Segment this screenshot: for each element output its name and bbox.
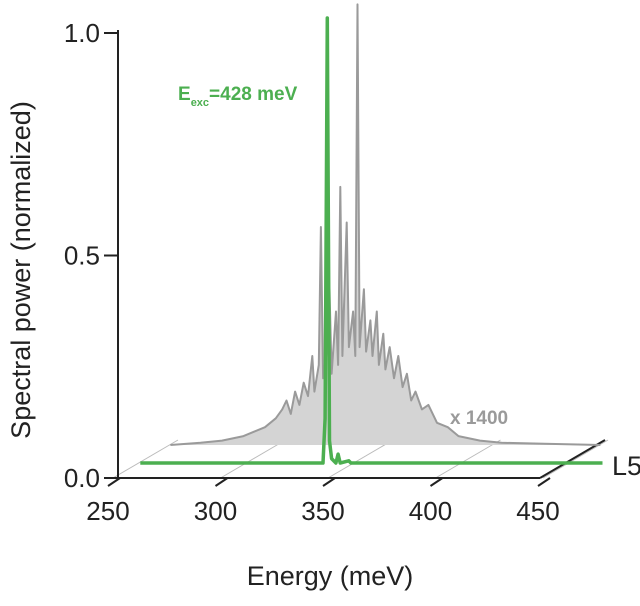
x-tick-label: 350 — [301, 496, 344, 526]
spectrum-area — [170, 4, 601, 446]
excitation-annotation: Eexc=428 meV — [178, 84, 298, 109]
x-axis-label: Energy (meV) — [247, 561, 414, 591]
x-tick — [322, 477, 336, 487]
x-tick-label: 400 — [409, 496, 452, 526]
spectrum-line — [170, 3, 601, 446]
annotation-rest: =428 meV — [209, 84, 298, 105]
x-tick-label: 250 — [86, 496, 129, 526]
scale-annotation: x 1400 — [450, 408, 508, 429]
depth-label: L5 — [612, 451, 640, 481]
x-tick — [214, 477, 229, 487]
annotation-main: E — [178, 84, 191, 105]
depth-grid-line — [435, 439, 501, 479]
spectrum-line — [140, 16, 603, 465]
y-tick-label: 0.0 — [64, 463, 100, 493]
y-tick-label: 0.5 — [64, 241, 100, 271]
x-tick — [537, 477, 551, 487]
depth-grid-line — [542, 439, 609, 479]
depth-axis-line — [539, 439, 606, 479]
depth-grid-line — [327, 439, 394, 479]
x-tick-label: 300 — [194, 496, 237, 526]
x-tick-label: 450 — [516, 496, 559, 526]
x-tick — [107, 477, 121, 487]
plot-layer — [140, 3, 603, 465]
y-axis-label: Spectral power (normalized) — [6, 101, 36, 439]
depth-grid-line — [220, 439, 286, 479]
y-tick-label: 1.0 — [64, 18, 100, 48]
x-tick — [429, 477, 444, 487]
depth-grid-line — [112, 439, 179, 479]
annotation-sub: exc — [191, 97, 209, 109]
